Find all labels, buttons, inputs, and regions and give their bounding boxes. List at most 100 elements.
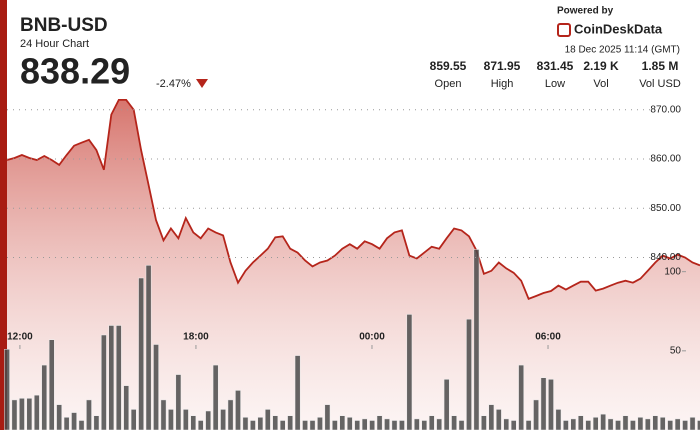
- volume-bar: [361, 418, 368, 430]
- volume-bar: [391, 420, 398, 430]
- down-arrow: [196, 79, 208, 88]
- x-tick-label: 06:00: [535, 332, 561, 343]
- stat-label: Vol USD: [639, 78, 681, 90]
- y2-tick-label: 100: [664, 266, 681, 277]
- volume-bar: [563, 420, 569, 430]
- volume-bar: [227, 399, 234, 430]
- volume-bar: [525, 420, 532, 430]
- y-tick-label: 850.00: [650, 203, 681, 214]
- volume-bar: [630, 420, 636, 430]
- title: BNB-USD: [20, 15, 108, 36]
- volume-bar: [324, 404, 331, 430]
- volume-bar: [346, 417, 353, 430]
- volume-bar: [592, 417, 599, 430]
- brand: CoinDeskData: [574, 21, 663, 36]
- volume-bar: [145, 265, 152, 430]
- change: -2.47%: [156, 78, 191, 90]
- volume-bar: [533, 399, 539, 430]
- volume-bar: [466, 318, 472, 430]
- volume-bar: [279, 420, 286, 430]
- volume-bar: [488, 404, 495, 430]
- volume-bar: [160, 399, 167, 430]
- volume-bar: [86, 399, 92, 430]
- stat-value: 831.45: [537, 59, 574, 73]
- volume-bar: [682, 420, 688, 430]
- volume-bar: [689, 417, 696, 430]
- volume-bar: [108, 325, 115, 430]
- stat-label: Low: [545, 78, 565, 90]
- volume-bar: [123, 385, 130, 430]
- volume-bar: [33, 394, 40, 430]
- powered-by: Powered by: [557, 6, 614, 17]
- volume-bar: [168, 409, 174, 430]
- volume-bar: [302, 420, 308, 430]
- volume-bar: [495, 409, 502, 430]
- volume-bar: [369, 420, 375, 430]
- subtitle: 24 Hour Chart: [20, 38, 89, 50]
- y-tick-label: 840.00: [650, 252, 681, 263]
- volume-bar: [309, 420, 316, 430]
- volume-bar: [11, 399, 18, 430]
- y-tick-label: 870.00: [650, 104, 681, 115]
- volume-bar: [622, 415, 629, 430]
- stat-value: 1.85 M: [642, 59, 679, 73]
- volume-bar: [332, 420, 338, 430]
- volume-bar: [130, 409, 137, 430]
- y2-tick-label: 50: [670, 345, 682, 356]
- volume-bar: [63, 417, 70, 430]
- volume-bar: [645, 418, 651, 430]
- volume-bar: [93, 415, 100, 430]
- stat-value: 859.55: [430, 59, 467, 73]
- volume-bar: [242, 417, 249, 430]
- volume-bar: [212, 364, 219, 430]
- stat-label: Vol: [593, 78, 608, 90]
- volume-bar: [26, 398, 33, 430]
- volume-bar: [287, 415, 293, 430]
- volume-bar: [197, 420, 204, 430]
- volume-bar: [250, 420, 256, 430]
- volume-bar: [481, 415, 487, 430]
- volume-bar: [205, 410, 212, 430]
- volume-bar: [339, 415, 346, 430]
- volume-bar: [19, 398, 25, 430]
- volume-bar: [175, 374, 182, 430]
- x-tick-label: 18:00: [183, 332, 209, 343]
- volume-bar: [667, 420, 674, 430]
- logo-icon: [557, 23, 571, 37]
- volume-bar: [615, 420, 621, 430]
- volume-bar: [153, 344, 159, 430]
- volume-bar: [406, 314, 413, 430]
- price: 838.29: [20, 51, 130, 92]
- volume-bar: [577, 415, 584, 430]
- y-tick-label: 860.00: [650, 154, 681, 165]
- volume-bar: [272, 415, 279, 430]
- volume-bar: [555, 409, 562, 430]
- volume-bar: [600, 413, 606, 430]
- stat-label: Open: [435, 78, 462, 90]
- timestamp: 18 Dec 2025 11:14 (GMT): [565, 45, 680, 56]
- volume-bar: [354, 420, 361, 430]
- volume-bar: [436, 418, 443, 430]
- volume-bar: [585, 420, 592, 430]
- x-tick-label: 12:00: [7, 332, 33, 343]
- volume-bar: [220, 409, 226, 430]
- stat-value: 871.95: [484, 59, 521, 73]
- volume-bar: [190, 415, 197, 430]
- stat-label: High: [491, 78, 514, 90]
- volume-bar: [421, 420, 428, 430]
- plot: 840.00 850.00 860.00 870.00 50 100 12:00 18:00 0…: [4, 99, 700, 430]
- volume-bar: [540, 377, 547, 430]
- volume-bar: [317, 417, 323, 430]
- volume-bar: [443, 379, 450, 430]
- volume-bar: [71, 412, 77, 430]
- volume-bar: [48, 339, 55, 430]
- volume-bar: [674, 418, 681, 430]
- volume-bar: [659, 417, 666, 430]
- volume-bar: [414, 418, 420, 430]
- volume-bar: [570, 418, 577, 430]
- volume-bar: [4, 349, 10, 430]
- price-area: [7, 99, 700, 430]
- volume-bar: [458, 420, 465, 430]
- volume-bar: [503, 418, 510, 430]
